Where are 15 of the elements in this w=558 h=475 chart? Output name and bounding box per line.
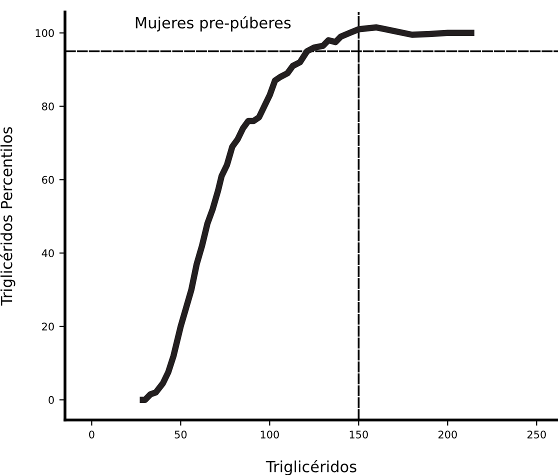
x-tick-label: 150	[350, 430, 368, 438]
y-axis-title: Triglicéridos Percentilos	[0, 127, 16, 306]
y-tick-label: 40	[42, 249, 54, 258]
x-tick-label: 50	[174, 430, 187, 438]
x-tick-label: 100	[260, 430, 279, 438]
y-tick-label: 0	[48, 396, 54, 404]
x-tick-label: 250	[527, 430, 546, 438]
y-tick-label: 60	[42, 176, 54, 184]
x-tick-label: 200	[438, 430, 457, 438]
y-tick-label: 100	[36, 29, 54, 38]
y-tick-label: 80	[42, 102, 54, 110]
y-tick-label: 20	[42, 322, 54, 331]
x-tick-label: 0	[89, 430, 94, 438]
chart-title: Mujeres pre-púberes	[136, 16, 291, 32]
x-axis-title: Triglicéridos	[266, 460, 356, 475]
